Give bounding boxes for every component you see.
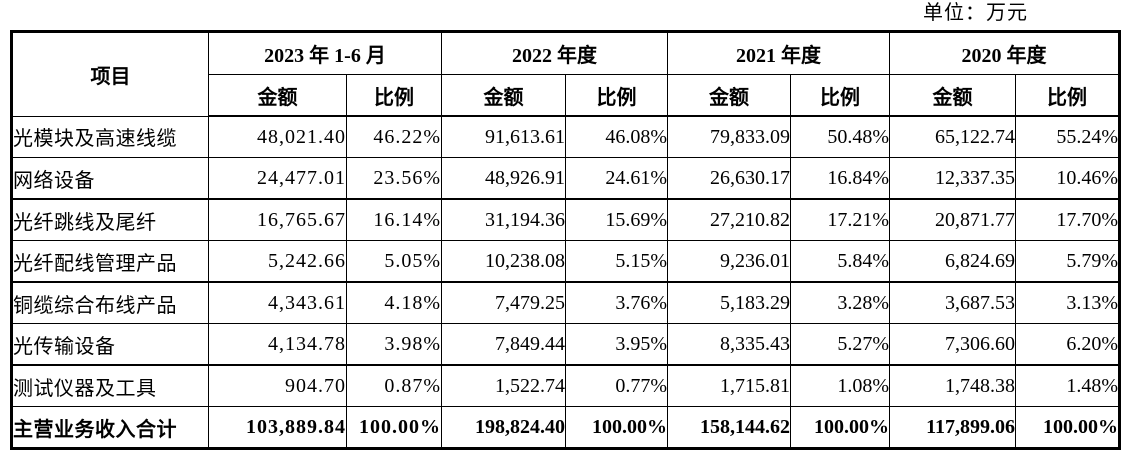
subheader-amount-2023h1: 金额 [208, 74, 347, 117]
amount-cell: 103,889.84 [208, 406, 347, 449]
ratio-cell: 55.24% [1015, 115, 1121, 158]
header-row-periods: 项目 2023 年 1-6 月 2022 年度 2021 年度 2020 年度 [11, 31, 1121, 117]
unit-label: 单位：万元 [923, 2, 1028, 24]
ratio-cell: 50.48% [790, 115, 891, 158]
amount-cell: 91,613.61 [441, 115, 567, 158]
ratio-cell: 0.87% [345, 364, 443, 407]
amount-cell: 4,343.61 [208, 281, 347, 324]
subheader-amount-2020: 金额 [889, 74, 1017, 117]
subheader-amount-2021: 金额 [667, 74, 792, 117]
amount-cell: 7,479.25 [441, 281, 567, 324]
ratio-cell: 3.98% [345, 323, 443, 366]
ratio-cell: 100.00% [1015, 406, 1121, 449]
ratio-cell: 17.70% [1015, 198, 1121, 241]
amount-cell: 6,824.69 [889, 240, 1017, 283]
amount-cell: 1,522.74 [441, 364, 567, 407]
amount-cell: 117,899.06 [889, 406, 1017, 449]
amount-cell: 198,824.40 [441, 406, 567, 449]
ratio-cell: 24.61% [565, 157, 669, 200]
ratio-cell: 4.18% [345, 281, 443, 324]
amount-cell: 26,630.17 [667, 157, 792, 200]
amount-cell: 9,236.01 [667, 240, 792, 283]
row-item-label: 光纤配线管理产品 [11, 240, 209, 283]
amount-cell: 10,238.08 [441, 240, 567, 283]
table-row: 测试仪器及工具 904.70 0.87% 1,522.74 0.77% 1,71… [11, 364, 1121, 407]
subheader-amount-2022: 金额 [441, 74, 567, 117]
ratio-cell: 16.14% [345, 198, 443, 241]
ratio-cell: 1.48% [1015, 364, 1121, 407]
ratio-cell: 3.28% [790, 281, 891, 324]
amount-cell: 48,926.91 [441, 157, 567, 200]
ratio-cell: 15.69% [565, 198, 669, 241]
ratio-cell: 5.79% [1015, 240, 1121, 283]
row-item-label: 网络设备 [11, 157, 209, 200]
amount-cell: 48,021.40 [208, 115, 347, 158]
ratio-cell: 5.84% [790, 240, 891, 283]
table-row: 光传输设备 4,134.78 3.98% 7,849.44 3.95% 8,33… [11, 323, 1121, 366]
column-header-2022: 2022 年度 [441, 31, 669, 75]
row-item-label: 主营业务收入合计 [11, 406, 209, 449]
column-header-2021: 2021 年度 [667, 31, 891, 75]
amount-cell: 27,210.82 [667, 198, 792, 241]
amount-cell: 1,715.81 [667, 364, 792, 407]
ratio-cell: 100.00% [565, 406, 669, 449]
amount-cell: 79,833.09 [667, 115, 792, 158]
ratio-cell: 3.76% [565, 281, 669, 324]
ratio-cell: 1.08% [790, 364, 891, 407]
amount-cell: 65,122.74 [889, 115, 1017, 158]
amount-cell: 12,337.35 [889, 157, 1017, 200]
table-row: 光纤跳线及尾纤 16,765.67 16.14% 31,194.36 15.69… [11, 198, 1121, 241]
amount-cell: 7,306.60 [889, 323, 1017, 366]
ratio-cell: 46.22% [345, 115, 443, 158]
table-row: 网络设备 24,477.01 23.56% 48,926.91 24.61% 2… [11, 157, 1121, 200]
amount-cell: 5,242.66 [208, 240, 347, 283]
ratio-cell: 10.46% [1015, 157, 1121, 200]
amount-cell: 3,687.53 [889, 281, 1017, 324]
ratio-cell: 100.00% [790, 406, 891, 449]
row-item-label: 光模块及高速线缆 [11, 115, 209, 158]
row-item-label: 光传输设备 [11, 323, 209, 366]
ratio-cell: 17.21% [790, 198, 891, 241]
amount-cell: 5,183.29 [667, 281, 792, 324]
column-header-2023h1: 2023 年 1-6 月 [207, 31, 443, 75]
column-header-2020: 2020 年度 [889, 31, 1121, 75]
ratio-cell: 46.08% [565, 115, 669, 158]
table-row: 光纤配线管理产品 5,242.66 5.05% 10,238.08 5.15% … [11, 240, 1121, 283]
amount-cell: 4,134.78 [208, 323, 347, 366]
amount-cell: 8,335.43 [667, 323, 792, 366]
ratio-cell: 5.05% [345, 240, 443, 283]
row-item-label: 铜缆综合布线产品 [11, 281, 209, 324]
ratio-cell: 6.20% [1015, 323, 1121, 366]
amount-cell: 20,871.77 [889, 198, 1017, 241]
amount-cell: 31,194.36 [441, 198, 567, 241]
ratio-cell: 3.95% [565, 323, 669, 366]
ratio-cell: 23.56% [345, 157, 443, 200]
column-header-item: 项目 [11, 31, 209, 117]
ratio-cell: 3.13% [1015, 281, 1121, 324]
amount-cell: 7,849.44 [441, 323, 567, 366]
table-total-row: 主营业务收入合计 103,889.84 100.00% 198,824.40 1… [11, 406, 1121, 449]
table-row: 铜缆综合布线产品 4,343.61 4.18% 7,479.25 3.76% 5… [11, 281, 1121, 324]
amount-cell: 1,748.38 [889, 364, 1017, 407]
subheader-ratio-2023h1: 比例 [345, 74, 443, 117]
main-revenue-table: 项目 2023 年 1-6 月 2022 年度 2021 年度 2020 年度 … [10, 30, 1122, 450]
subheader-ratio-2020: 比例 [1015, 74, 1121, 117]
table-row: 光模块及高速线缆 48,021.40 46.22% 91,613.61 46.0… [11, 115, 1121, 158]
subheader-ratio-2021: 比例 [790, 74, 891, 117]
ratio-cell: 0.77% [565, 364, 669, 407]
amount-cell: 904.70 [208, 364, 347, 407]
amount-cell: 16,765.67 [208, 198, 347, 241]
amount-cell: 24,477.01 [208, 157, 347, 200]
header-row-subheaders: 金额 比例 金额 比例 金额 比例 金额 比例 [12, 74, 1121, 117]
ratio-cell: 5.27% [790, 323, 891, 366]
amount-cell: 158,144.62 [667, 406, 792, 449]
row-item-label: 测试仪器及工具 [11, 364, 209, 407]
ratio-cell: 100.00% [345, 406, 443, 449]
subheader-ratio-2022: 比例 [565, 74, 669, 117]
ratio-cell: 16.84% [790, 157, 891, 200]
row-item-label: 光纤跳线及尾纤 [11, 198, 209, 241]
ratio-cell: 5.15% [565, 240, 669, 283]
